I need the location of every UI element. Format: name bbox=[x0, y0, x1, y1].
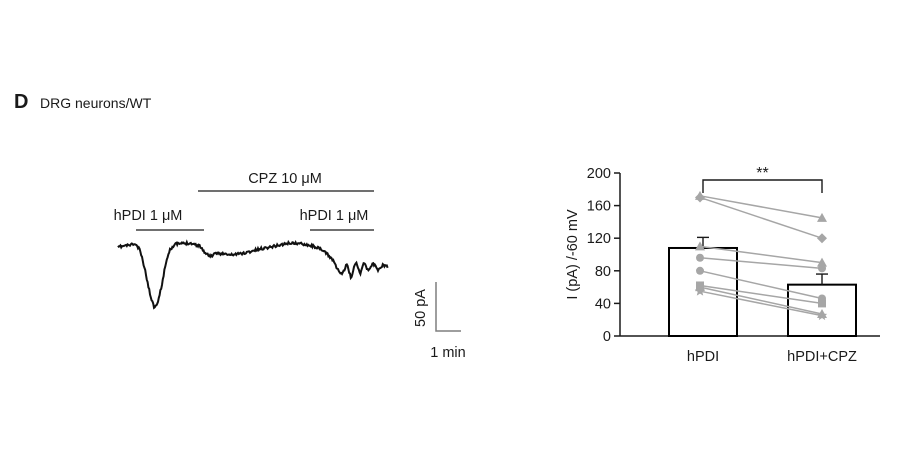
y-tick-label: 200 bbox=[587, 166, 611, 182]
scale-bar bbox=[435, 282, 461, 332]
scale-y-label: 50 pA bbox=[413, 289, 429, 327]
bar-chart: 0 40 80 120 160 200 I (pA) /-60 mV hPDI hPDI+C… bbox=[565, 165, 880, 365]
data-point-circle bbox=[696, 266, 704, 275]
data-point-diamond bbox=[817, 233, 827, 244]
data-point-triangle bbox=[817, 212, 827, 222]
paired-observation bbox=[694, 285, 828, 321]
panel-title: DRG neurons/WT bbox=[40, 95, 152, 111]
category-label: hPDI bbox=[687, 349, 719, 365]
paired-points bbox=[694, 190, 828, 321]
y-tick-label: 40 bbox=[595, 296, 611, 312]
data-point-circle bbox=[696, 253, 704, 262]
y-tick-label: 160 bbox=[587, 199, 611, 215]
paired-observation bbox=[696, 253, 826, 273]
data-point-diamond bbox=[695, 192, 705, 203]
pair-line bbox=[699, 270, 823, 300]
y-ticks: 0 40 80 120 160 200 bbox=[587, 166, 620, 345]
cpz-label: CPZ 10 μM bbox=[248, 171, 322, 187]
pair-line bbox=[699, 195, 823, 219]
data-point-square bbox=[818, 299, 826, 308]
scale-x-label: 1 min bbox=[430, 345, 465, 361]
data-point-star bbox=[816, 310, 828, 321]
pair-line bbox=[699, 284, 823, 305]
current-trace-panel: CPZ 10 μM hPDI 1 μM hPDI 1 μM 50 pA 1 mi… bbox=[114, 171, 466, 361]
pair-line bbox=[699, 286, 823, 315]
current-trace bbox=[117, 239, 389, 310]
paired-observation bbox=[695, 192, 827, 244]
y-axis-label: I (pA) /-60 mV bbox=[565, 209, 581, 300]
y-tick-label: 120 bbox=[587, 231, 611, 247]
paired-observation bbox=[695, 241, 827, 267]
pair-line bbox=[699, 257, 823, 270]
hpdi-label-2: hPDI 1 μM bbox=[300, 208, 369, 224]
y-tick-label: 0 bbox=[603, 329, 611, 345]
category-label: hPDI+CPZ bbox=[787, 349, 857, 365]
data-point-triangle bbox=[695, 241, 705, 251]
panel-letter: D bbox=[14, 91, 29, 113]
y-tick-label: 80 bbox=[595, 264, 611, 280]
significance-label: ** bbox=[756, 165, 768, 182]
data-point-circle bbox=[818, 264, 826, 273]
significance-bracket bbox=[702, 179, 823, 193]
pair-line bbox=[699, 245, 823, 264]
pair-line bbox=[699, 290, 823, 317]
hpdi-label-1: hPDI 1 μM bbox=[114, 208, 183, 224]
category-labels: hPDI hPDI+CPZ bbox=[687, 349, 857, 365]
data-point-triangle bbox=[817, 257, 827, 267]
bars bbox=[668, 236, 857, 337]
data-point-star bbox=[694, 285, 706, 296]
pair-line bbox=[699, 196, 823, 239]
